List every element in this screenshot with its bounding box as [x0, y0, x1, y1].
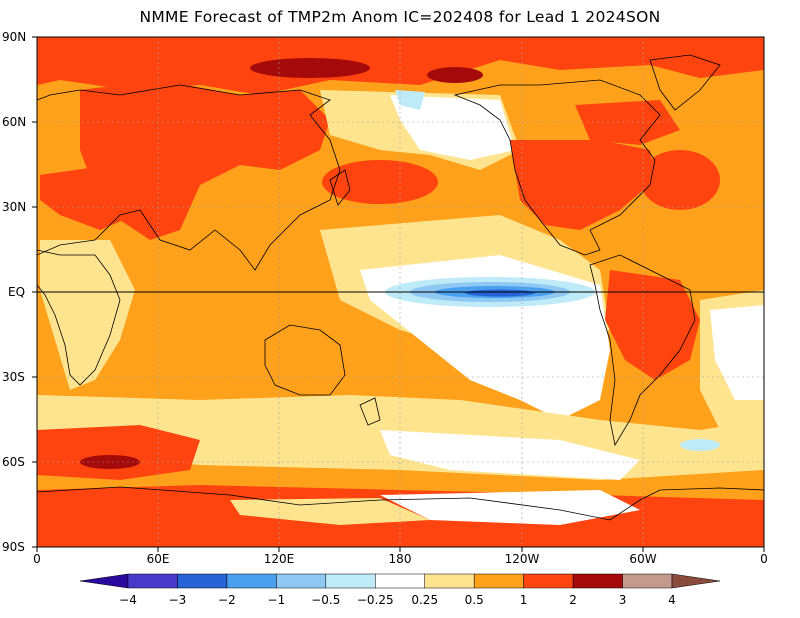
colorbar-label: 3	[618, 593, 627, 607]
antarctica-coast	[37, 486, 764, 521]
arctic-extreme-2	[427, 67, 483, 83]
colorbar-label: −0.25	[356, 593, 394, 607]
colorbar-segment	[127, 573, 178, 589]
colorbar-label: 0.5	[464, 593, 484, 607]
colorbar-segment	[375, 573, 425, 589]
colorbar-segment	[473, 573, 524, 589]
lat-label-60n: 60N	[2, 115, 27, 129]
north-america-warm	[510, 140, 655, 230]
colorbar-label: −4	[119, 593, 137, 607]
lat-label-eq: EQ	[8, 285, 26, 299]
colorbar	[79, 573, 721, 589]
lat-label-60s: 60S	[2, 455, 25, 469]
lon-label-180: 180	[388, 552, 412, 566]
greenland-coast	[649, 54, 721, 111]
colorbar-segment	[424, 573, 475, 589]
north-america-coast	[453, 79, 661, 256]
lon-label-60e: 60E	[146, 552, 170, 566]
southern-ocean-warm	[37, 425, 200, 480]
canada-warm	[575, 100, 680, 145]
africa-coast	[37, 249, 121, 386]
lon-label-120w: 120W	[504, 552, 540, 566]
south-america-coast	[589, 254, 696, 447]
coastlines	[37, 54, 764, 521]
north-pacific-neutral	[390, 95, 515, 160]
lon-label-60w: 60W	[629, 552, 657, 566]
arctic-warm-band	[37, 37, 764, 95]
lon-label-120e: 120E	[263, 552, 295, 566]
colorbar-segment	[523, 573, 574, 589]
equatorial-cool-deep	[465, 289, 535, 297]
south-atlantic-neutral	[710, 305, 764, 400]
colorbar-segment	[325, 573, 376, 589]
southern-ocean-extreme	[80, 455, 140, 469]
lat-label-30n: 30N	[2, 200, 27, 214]
lat-label-90n: 90N	[2, 30, 27, 44]
lat-label-90s: 90S	[2, 540, 25, 554]
southern-ocean-neutral	[380, 430, 640, 480]
mediterranean-warm	[40, 165, 135, 230]
japan-coast	[329, 169, 351, 206]
colorbar-label: 2	[569, 593, 577, 607]
lat-label-30s: 30S	[2, 370, 25, 384]
north-atlantic-warm	[640, 150, 720, 210]
anomaly-field	[37, 37, 764, 547]
colorbar-arrow-left	[79, 573, 129, 589]
north-pacific-warm	[322, 160, 438, 204]
eurasia-warm-region	[80, 80, 330, 240]
map-title: NMME Forecast of TMP2m Anom IC=202408 fo…	[139, 8, 661, 26]
colorbar-segment	[622, 573, 673, 589]
arctic-extreme-1	[250, 58, 370, 78]
drake-cool	[680, 439, 720, 451]
antarctica-light	[230, 498, 430, 525]
colorbar-label: −2	[218, 593, 236, 607]
colorbar-label: 1	[519, 593, 528, 607]
lon-label-0-east: 0	[760, 552, 768, 566]
australia-coast	[264, 324, 346, 396]
colorbar-label: 0.25	[411, 593, 439, 607]
new-zealand-coast	[359, 397, 381, 426]
colorbar-label: 4	[668, 593, 676, 607]
colorbar-label: −3	[168, 593, 187, 607]
alaska-cool	[395, 90, 425, 110]
colorbar-segment	[177, 573, 228, 589]
eurasia-coast	[37, 84, 341, 271]
colorbar-arrow-right	[671, 573, 721, 589]
south-america-warm	[605, 270, 700, 380]
colorbar-segment	[276, 573, 327, 589]
colorbar-label: −1	[267, 593, 286, 607]
axis-ticks	[32, 36, 765, 552]
colorbar-segment	[572, 573, 623, 589]
lon-label-0: 0	[33, 552, 41, 566]
colorbar-label: −0.5	[311, 593, 341, 607]
colorbar-segment	[226, 573, 277, 589]
